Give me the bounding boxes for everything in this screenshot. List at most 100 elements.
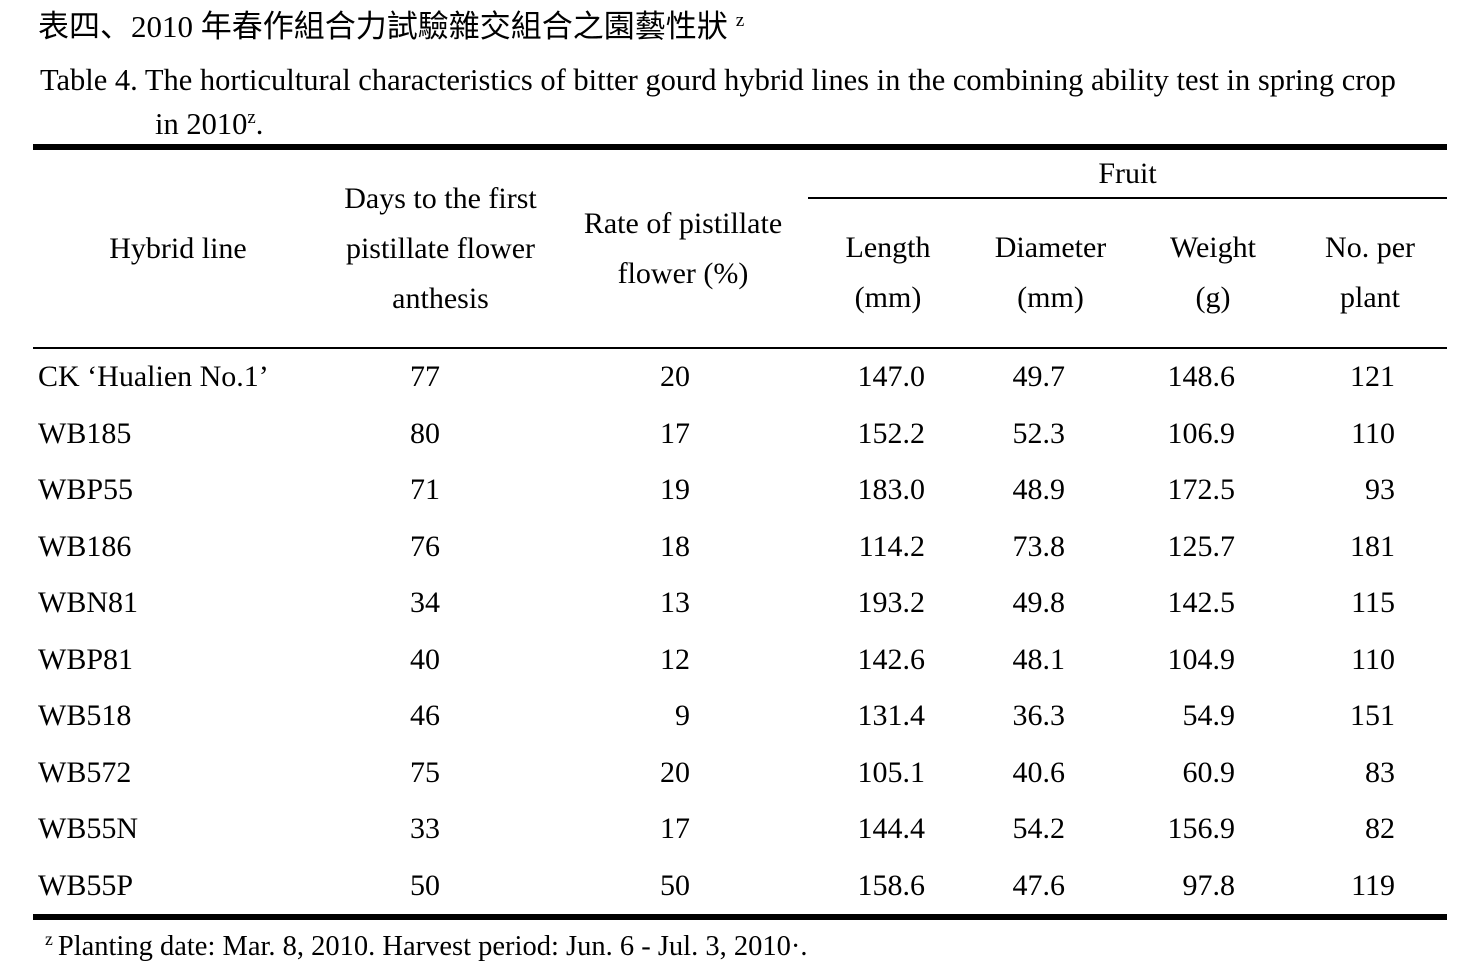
fruit-length-cell: 147.0 (857, 360, 926, 394)
fruit-length-cell: 152.2 (857, 416, 926, 450)
col-header-fruit-diameter-unit: (mm) (1017, 281, 1084, 314)
col-header-rate-of-pistillate-flower: Rate of pistillate flower (%) (583, 206, 783, 290)
fruit-weight-cell: 172.5 (1167, 473, 1236, 507)
days-to-first-anthesis-cell: 76 (410, 529, 440, 563)
table-row: CK ‘Hualien No.1’ 77 20 147.0 49.7 148.6… (33, 348, 1447, 406)
table-body: CK ‘Hualien No.1’ 77 20 147.0 49.7 148.6… (33, 348, 1447, 917)
fruit-length-cell: 131.4 (857, 699, 926, 733)
caption-footnote-marker-en: z (247, 106, 256, 128)
table-row: WBP55 71 19 183.0 48.9 172.5 93 (33, 462, 1447, 519)
hybrid-line-cell: CK ‘Hualien No.1’ (38, 360, 269, 394)
col-header-fruit-diameter-label: Diameter (994, 231, 1107, 264)
table-caption-chinese-text: 表四、2010 年春作組合力試驗雜交組合之園藝性狀 (38, 9, 728, 44)
rate-of-pistillate-flower-cell: 20 (660, 360, 690, 394)
fruit-diameter-cell: 73.8 (1012, 529, 1066, 563)
table-row: WBP81 40 12 142.6 48.1 104.9 110 (33, 632, 1447, 689)
col-header-days-to-first-anthesis: Days to the first pistillate flower anth… (344, 181, 537, 315)
rate-of-pistillate-flower-cell: 17 (660, 812, 690, 846)
days-to-first-anthesis-cell: 40 (410, 642, 440, 676)
table-row: WBN81 34 13 193.2 49.8 142.5 115 (33, 575, 1447, 632)
col-header-fruit-length: Length (mm) (808, 198, 968, 348)
fruit-length-cell: 193.2 (857, 586, 926, 620)
fruit-length-cell: 183.0 (857, 473, 926, 507)
col-header-number-per-plant-line1: No. per (1325, 231, 1416, 264)
caption-year-text: in 2010 (155, 107, 248, 141)
fruit-weight-cell: 60.9 (1182, 755, 1236, 789)
days-to-first-anthesis-cell: 33 (410, 812, 440, 846)
hybrid-line-cell: WB186 (38, 529, 132, 563)
table-row: WB518 46 9 131.4 36.3 54.9 151 (33, 688, 1447, 745)
hybrid-line-cell: WB55N (38, 812, 138, 846)
col-group-header-fruit: Fruit (808, 147, 1448, 199)
rate-of-pistillate-flower-cell: 18 (660, 529, 690, 563)
fruit-diameter-cell: 48.9 (1012, 473, 1066, 507)
col-header-fruit-number-per-plant: No. per plant (1293, 198, 1447, 348)
fruit-number-per-plant-cell: 110 (1351, 416, 1396, 450)
fruit-diameter-cell: 47.6 (1012, 868, 1066, 902)
caption-footnote-marker-zh: z (735, 9, 745, 31)
rate-of-pistillate-flower-cell: 19 (660, 473, 690, 507)
fruit-length-cell: 105.1 (857, 755, 926, 789)
rate-of-pistillate-flower-cell: 50 (660, 868, 690, 902)
days-to-first-anthesis-cell: 75 (410, 755, 440, 789)
table-row: WB572 75 20 105.1 40.6 60.9 83 (33, 745, 1447, 802)
fruit-number-per-plant-cell: 110 (1351, 642, 1396, 676)
horticultural-characteristics-table: Hybrid line Days to the first pistillate… (33, 144, 1448, 920)
col-header-fruit-length-unit: (mm) (854, 281, 922, 314)
col-header-fruit-length-label: Length (845, 231, 931, 264)
rate-of-pistillate-flower-cell: 17 (660, 416, 690, 450)
days-to-first-anthesis-cell: 80 (410, 416, 440, 450)
fruit-weight-cell: 142.5 (1167, 586, 1236, 620)
hybrid-line-cell: WBP81 (38, 642, 134, 676)
fruit-length-cell: 142.6 (857, 642, 926, 676)
col-header-fruit-diameter: Diameter (mm) (968, 198, 1133, 348)
fruit-diameter-cell: 52.3 (1012, 416, 1066, 450)
fruit-length-cell: 144.4 (857, 812, 926, 846)
hybrid-line-cell: WB518 (38, 699, 132, 733)
days-to-first-anthesis-cell: 50 (410, 868, 440, 902)
col-header-number-per-plant-line2: plant (1340, 281, 1401, 314)
footnote-marker: z (45, 928, 53, 949)
col-header-hybrid-line: Hybrid line (109, 231, 247, 265)
fruit-length-cell: 158.6 (857, 868, 926, 902)
rate-of-pistillate-flower-cell: 13 (660, 586, 690, 620)
table-header-sub-row: Length (mm) Diameter (mm) Weight (g) No.… (33, 198, 1447, 348)
fruit-length-cell: 114.2 (858, 529, 925, 563)
fruit-number-per-plant-cell: 82 (1365, 812, 1396, 846)
fruit-number-per-plant-cell: 151 (1350, 699, 1396, 733)
caption-period: . (255, 107, 264, 141)
table-row: WB55N 33 17 144.4 54.2 156.9 82 (33, 801, 1447, 858)
rate-of-pistillate-flower-cell: 20 (660, 755, 690, 789)
fruit-number-per-plant-cell: 119 (1351, 868, 1396, 902)
table-row: WB186 76 18 114.2 73.8 125.7 181 (33, 519, 1447, 576)
fruit-number-per-plant-cell: 115 (1351, 586, 1396, 620)
fruit-number-per-plant-cell: 181 (1350, 529, 1396, 563)
col-header-fruit-weight-unit: (g) (1195, 281, 1231, 314)
fruit-diameter-cell: 36.3 (1012, 699, 1066, 733)
fruit-number-per-plant-cell: 121 (1350, 360, 1396, 394)
hybrid-line-cell: WBN81 (38, 586, 138, 620)
fruit-number-per-plant-cell: 93 (1365, 473, 1396, 507)
hybrid-line-cell: WB185 (38, 416, 132, 450)
col-header-fruit-weight-label: Weight (1170, 231, 1256, 264)
footnote: z Planting date: Mar. 8, 2010. Harvest pe… (45, 929, 1478, 965)
fruit-diameter-cell: 48.1 (1012, 642, 1066, 676)
hybrid-line-cell: WBP55 (38, 473, 134, 507)
days-to-first-anthesis-cell: 34 (410, 586, 440, 620)
fruit-weight-cell: 54.9 (1182, 699, 1236, 733)
table-header-group-row: Hybrid line Days to the first pistillate… (33, 147, 1448, 315)
table-caption-chinese: 表四、2010 年春作組合力試驗雜交組合之園藝性狀 z (38, 6, 1478, 48)
table-caption-english-line2: in 2010z. (155, 104, 1478, 144)
rate-of-pistillate-flower-cell: 9 (675, 699, 690, 733)
hybrid-line-cell: WB572 (38, 755, 132, 789)
days-to-first-anthesis-cell: 77 (410, 360, 440, 394)
rate-of-pistillate-flower-cell: 12 (660, 642, 690, 676)
table-header: Hybrid line Days to the first pistillate… (33, 147, 1448, 348)
fruit-weight-cell: 97.8 (1182, 868, 1236, 902)
hybrid-line-cell: WB55P (38, 868, 134, 902)
fruit-number-per-plant-cell: 83 (1365, 755, 1396, 789)
footnote-text: Planting date: Mar. 8, 2010. Harvest per… (57, 931, 808, 962)
table-row: WB55P 50 50 158.6 47.6 97.8 119 (33, 858, 1447, 918)
fruit-diameter-cell: 49.7 (1012, 360, 1066, 394)
